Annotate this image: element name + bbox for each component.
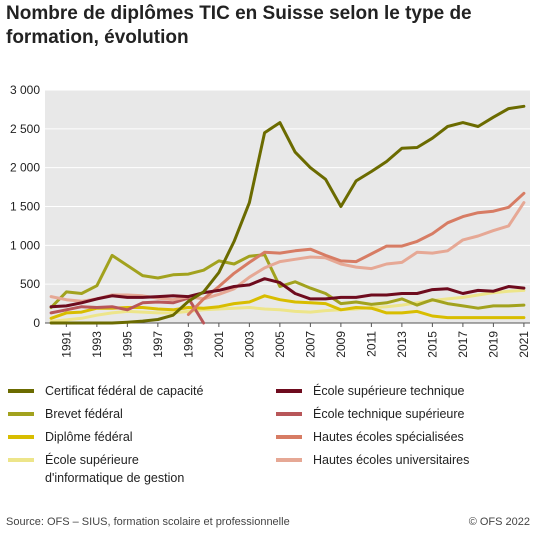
series-line (49, 253, 526, 310)
x-axis-ticks: 1991 1993 1995 1997 1999 2001 2003 2005 2007 2009… (59, 323, 531, 358)
series-line (186, 191, 526, 316)
legend-item: Diplôme fédéral (8, 428, 263, 446)
legend-item: École supérieure d'informatique de gesti… (8, 451, 218, 487)
legend-item: Brevet fédéral (8, 405, 263, 423)
legend-item: École supérieure technique (276, 382, 531, 400)
x-tick-label: 2005 (273, 331, 287, 358)
copyright: © OFS 2022 (468, 516, 530, 528)
series-line (49, 288, 526, 323)
x-tick-label: 2003 (242, 331, 256, 358)
legend-item: Hautes écoles spécialisées (276, 428, 531, 446)
series-line (49, 296, 206, 325)
x-tick-label: 1997 (151, 331, 165, 358)
legend-item: École technique supérieure (276, 405, 531, 423)
gridlines (45, 89, 530, 324)
x-tick-label: 1991 (59, 331, 73, 358)
footer: Source: OFS – SIUS, formation scolaire e… (6, 516, 530, 528)
series-lines (49, 104, 526, 325)
x-tick-label: 2019 (486, 331, 500, 358)
legend-swatch (8, 435, 34, 439)
series-line (49, 277, 526, 309)
legend-swatch (8, 458, 34, 462)
legend: Certificat fédéral de capacité Brevet féd… (0, 378, 538, 498)
x-tick-label: 2017 (456, 331, 470, 358)
y-tick-label: 1 000 (10, 238, 40, 252)
y-tick-label: 0 (33, 316, 40, 330)
legend-label: Diplôme fédéral (45, 430, 133, 444)
legend-swatch (276, 458, 302, 462)
x-tick-label: 1995 (120, 331, 134, 358)
x-tick-label: 2001 (212, 331, 226, 358)
legend-label: École technique supérieure (313, 407, 465, 421)
legend-swatch (8, 389, 34, 393)
legend-swatch (276, 389, 302, 393)
series-line (49, 201, 526, 303)
y-tick-label: 3 000 (10, 83, 40, 97)
x-tick-label: 2013 (395, 331, 409, 358)
legend-swatch (276, 435, 302, 439)
x-tick-label: 1999 (181, 331, 195, 358)
x-tick-label: 2007 (303, 331, 317, 358)
legend-label: Brevet fédéral (45, 407, 123, 421)
legend-label: Hautes écoles universitaires (313, 453, 470, 467)
legend-item: Certificat fédéral de capacité (8, 382, 263, 400)
y-tick-label: 1 500 (10, 200, 40, 214)
source-note: Source: OFS – SIUS, formation scolaire e… (6, 516, 290, 528)
x-tick-label: 2011 (364, 331, 378, 357)
legend-label: École supérieure d'informatique de gesti… (45, 453, 185, 485)
legend-swatch (8, 412, 34, 416)
y-tick-label: 2 500 (10, 122, 40, 136)
legend-label: Certificat fédéral de capacité (45, 384, 204, 398)
y-axis-ticks: 0 500 1 000 1 500 2 000 2 500 3 000 (10, 83, 40, 330)
chart-title: Nombre de diplômes TIC en Suisse selon l… (6, 3, 472, 48)
legend-label: École supérieure technique (313, 384, 465, 398)
y-tick-label: 500 (20, 277, 40, 291)
x-tick-label: 2009 (334, 331, 348, 358)
x-tick-label: 2021 (517, 331, 531, 358)
legend-swatch (276, 412, 302, 416)
legend-label: Hautes écoles spécialisées (313, 430, 464, 444)
y-tick-label: 2 000 (10, 161, 40, 175)
series-line (49, 104, 526, 325)
legend-item: Hautes écoles universitaires (276, 451, 531, 469)
x-tick-label: 2015 (425, 331, 439, 358)
x-tick-label: 1993 (90, 331, 104, 358)
